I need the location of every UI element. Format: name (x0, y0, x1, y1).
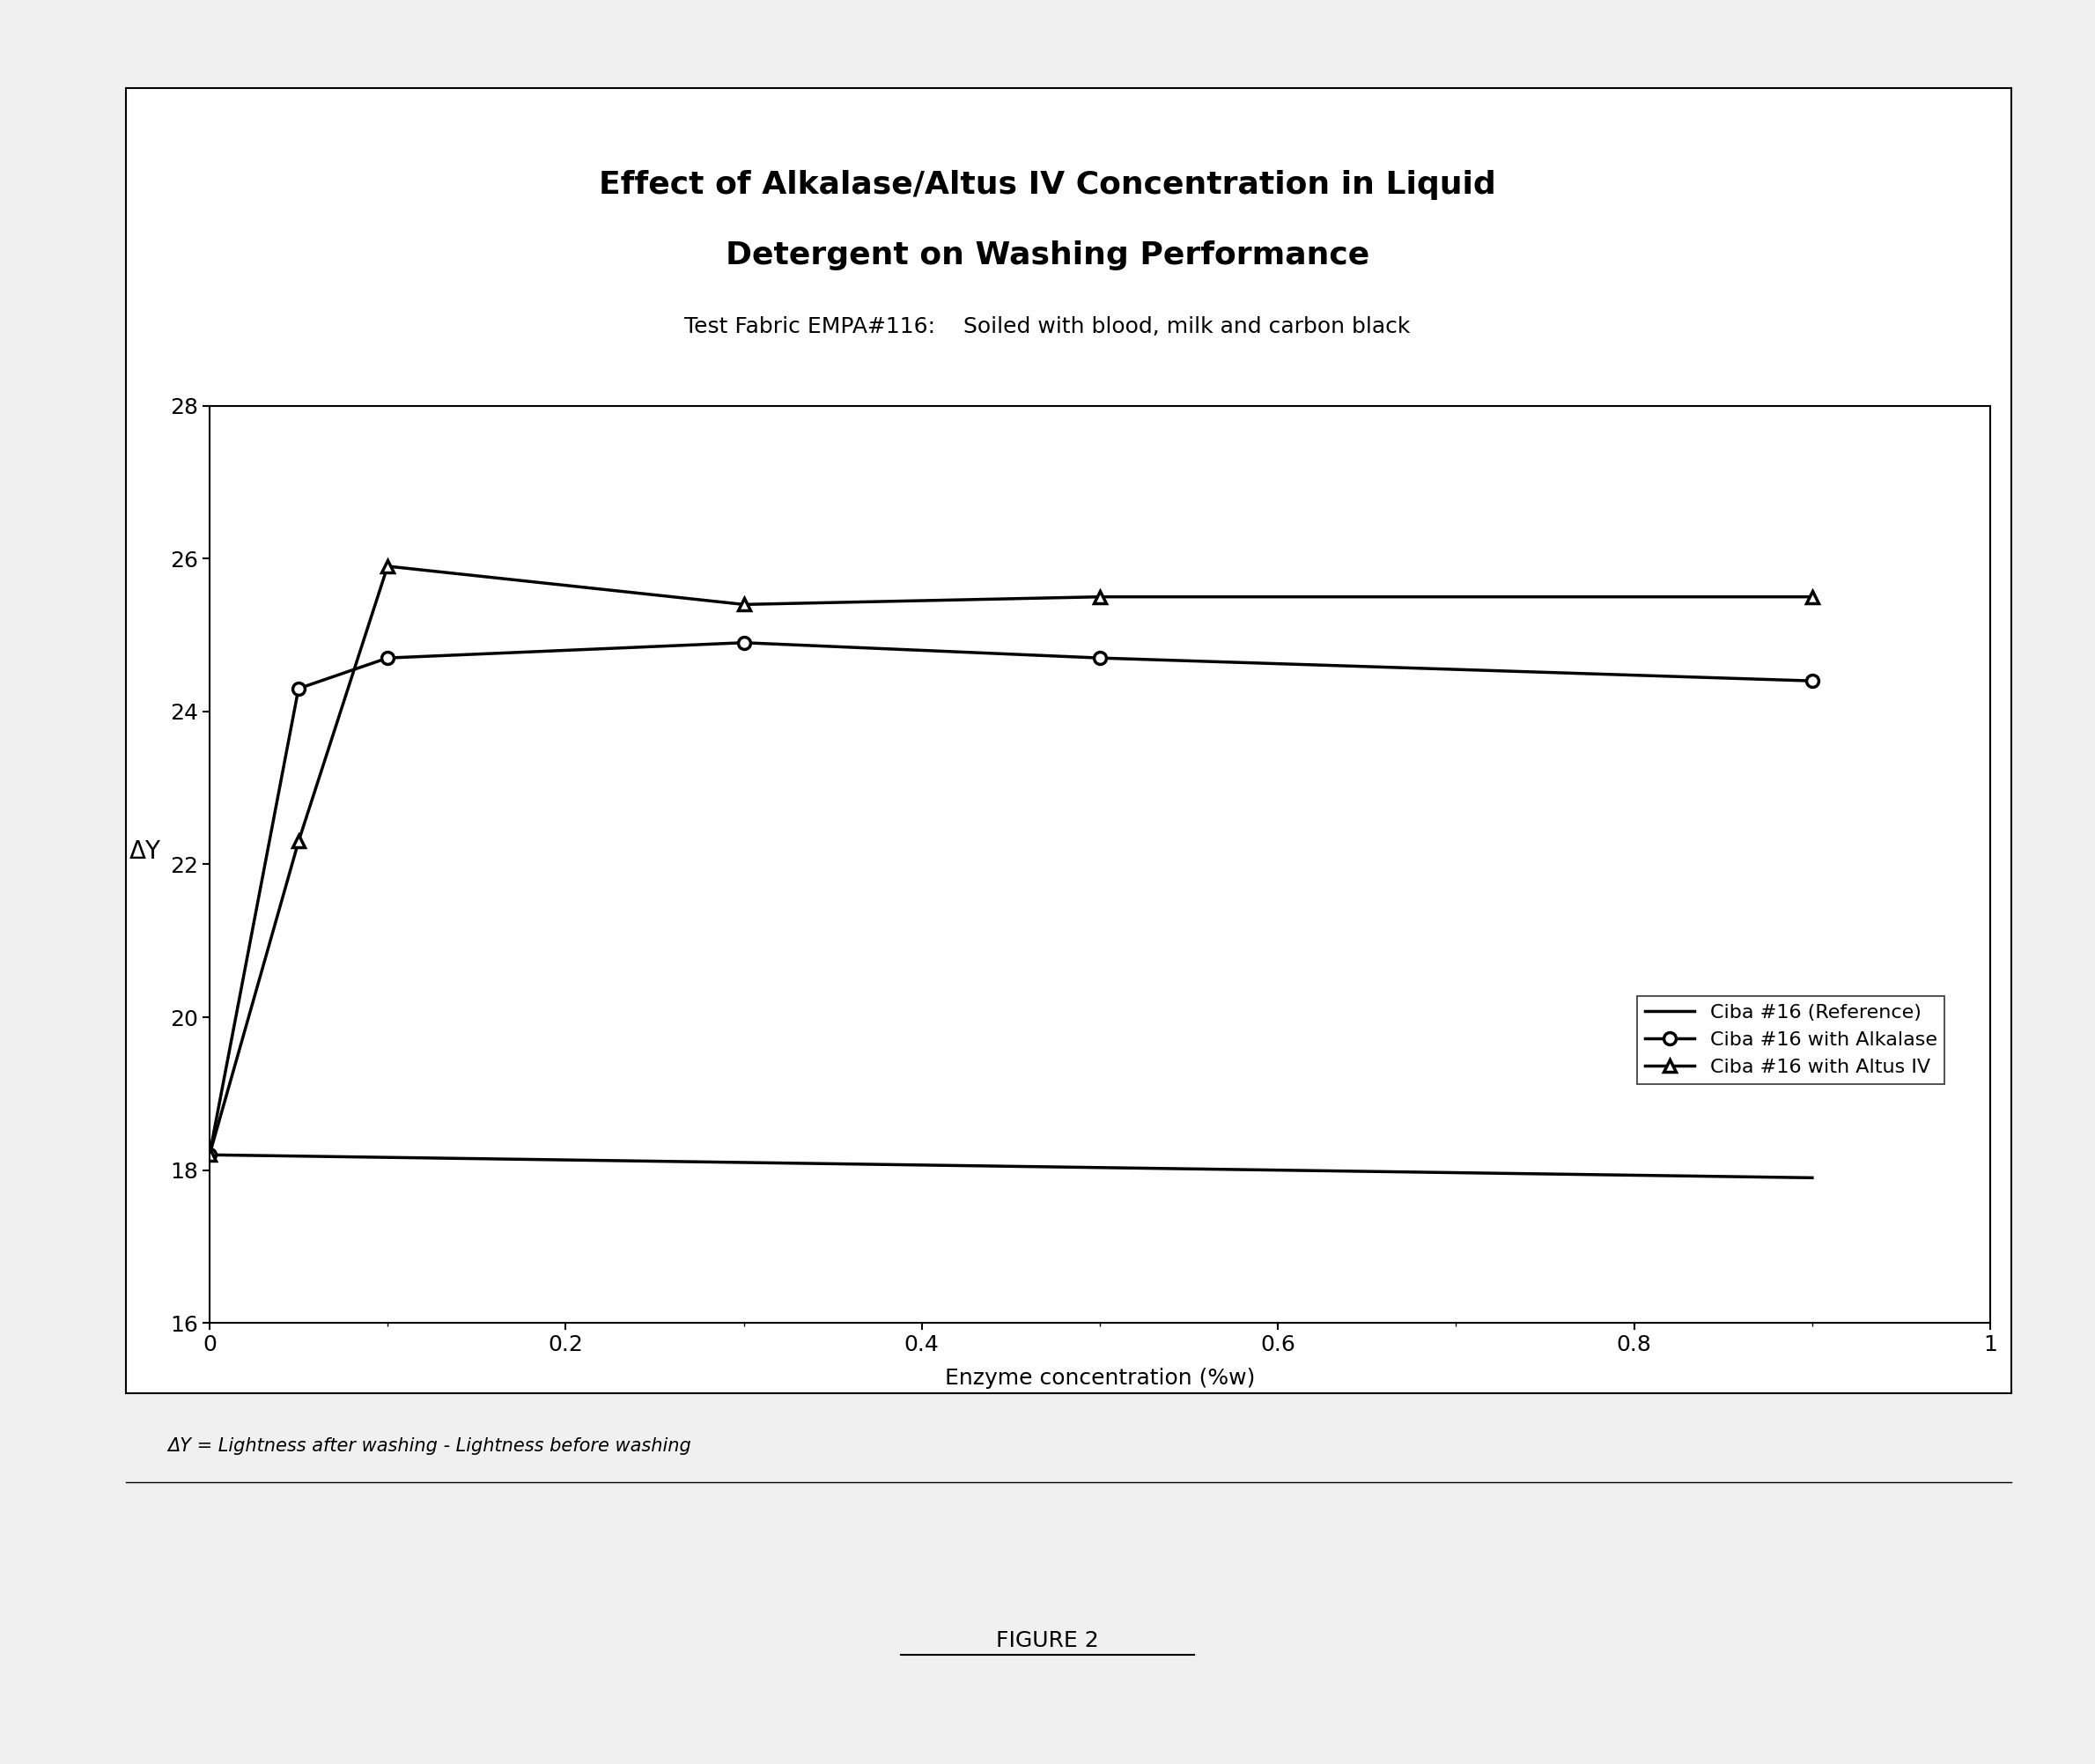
Line: Ciba #16 with Altus IV: Ciba #16 with Altus IV (203, 561, 1818, 1161)
Line: Ciba #16 with Alkalase: Ciba #16 with Alkalase (203, 637, 1818, 1161)
X-axis label: Enzyme concentration (%w): Enzyme concentration (%w) (945, 1369, 1255, 1388)
Legend: Ciba #16 (Reference), Ciba #16 with Alkalase, Ciba #16 with Altus IV: Ciba #16 (Reference), Ciba #16 with Alka… (1638, 997, 1944, 1083)
Ciba #16 with Altus IV (375, 556, 400, 577)
Ciba #16 with Alkalase (1800, 670, 1825, 691)
Text: FIGURE 2: FIGURE 2 (995, 1630, 1100, 1651)
Ciba #16 with Altus IV (1087, 586, 1112, 607)
Ciba #16 with Alkalase (285, 677, 310, 699)
Text: Detergent on Washing Performance: Detergent on Washing Performance (725, 242, 1370, 270)
Ciba #16 with Altus IV (1800, 586, 1825, 607)
Text: ΔY = Lightness after washing - Lightness before washing: ΔY = Lightness after washing - Lightness… (168, 1438, 691, 1455)
Ciba #16 with Alkalase (375, 647, 400, 669)
Ciba #16 with Altus IV (285, 831, 310, 852)
Ciba #16 with Altus IV (197, 1145, 222, 1166)
Ciba #16 with Alkalase (1087, 647, 1112, 669)
Text: Test Fabric EMPA#116:    Soiled with blood, milk and carbon black: Test Fabric EMPA#116: Soiled with blood,… (685, 316, 1410, 337)
Ciba #16 with Alkalase (731, 632, 756, 653)
Text: Effect of Alkalase/Altus IV Concentration in Liquid: Effect of Alkalase/Altus IV Concentratio… (599, 171, 1496, 199)
Ciba #16 with Alkalase (197, 1145, 222, 1166)
Ciba #16 with Altus IV (731, 594, 756, 616)
Y-axis label: ΔY: ΔY (130, 840, 161, 864)
